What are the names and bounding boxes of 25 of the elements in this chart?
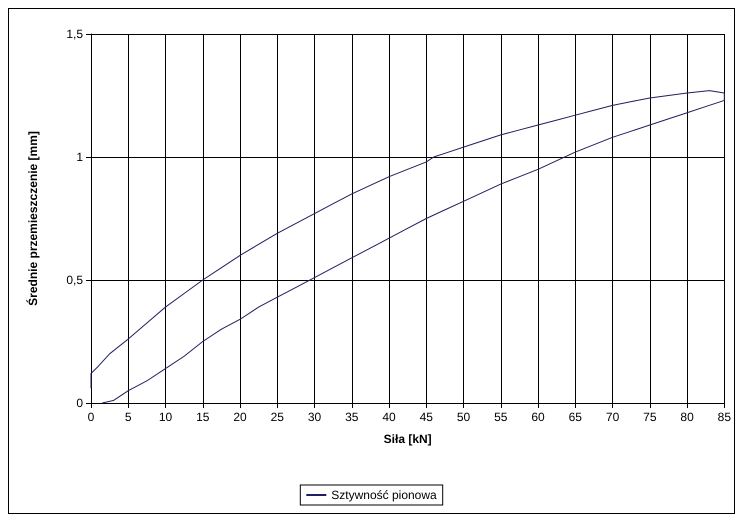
x-tick-label: 30 (308, 410, 322, 424)
legend-label: Sztywność pionowa (331, 488, 438, 502)
x-axis-title: Siła [kN] (384, 432, 432, 446)
x-tick-label: 35 (345, 410, 359, 424)
x-tick-label: 5 (124, 410, 132, 424)
x-tick-label: 40 (382, 410, 396, 424)
x-tick-label: 65 (568, 410, 582, 424)
y-tick-label: 1,5 (66, 27, 84, 41)
y-tick-label: 0 (76, 396, 84, 410)
y-tick-label: 0,5 (66, 273, 84, 287)
x-tick-label: 60 (531, 410, 546, 424)
x-tick-label: 10 (158, 410, 173, 424)
x-tick-label: 15 (196, 410, 210, 424)
x-tick-label: 55 (494, 410, 508, 424)
x-tick-label: 70 (606, 410, 620, 424)
x-tick-label: 20 (233, 410, 248, 424)
y-tick-label: 1 (76, 150, 84, 164)
x-tick-label: 45 (420, 410, 434, 424)
x-tick-label: 0 (88, 410, 95, 424)
y-axis-title: Średnie przemieszczenie [mm] (26, 131, 40, 306)
x-tick-label: 85 (718, 410, 732, 424)
x-tick-label: 50 (456, 410, 471, 424)
x-tick-label: 75 (643, 410, 657, 424)
x-tick-label: 25 (270, 410, 284, 424)
x-tick-label: 80 (680, 410, 694, 424)
